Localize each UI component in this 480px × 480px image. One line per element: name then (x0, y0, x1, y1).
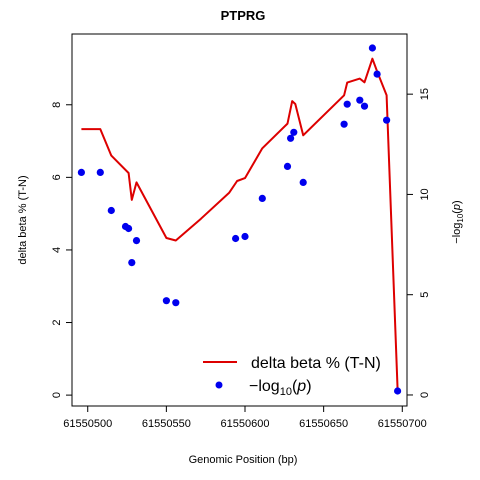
series-line-delta-beta (81, 57, 399, 390)
chart-title: PTPRG (221, 8, 266, 23)
data-point-log10p-2 (107, 206, 115, 215)
data-point-log10p-18 (356, 96, 364, 104)
data-point-log10p-15 (299, 178, 307, 186)
right-y-axis: 0 5 10 15 (407, 88, 431, 398)
right-y-tick-label: 5 (419, 292, 431, 298)
data-point-log10p-23 (394, 387, 402, 395)
data-point-log10p-5 (128, 259, 136, 267)
legend-entry-log10p: −log10(p) (249, 378, 312, 398)
data-point-log10p-13 (287, 134, 295, 142)
data-point-log10p-10 (241, 232, 249, 241)
data-point-log10p-21 (373, 70, 381, 78)
data-point-log10p-11 (258, 194, 266, 202)
x-tick-label: 61550650 (299, 418, 348, 430)
data-point-log10p-4 (125, 224, 133, 233)
data-point-log10p-22 (383, 116, 391, 124)
x-axis-label: Genomic Position (bp) (189, 454, 298, 466)
right-y-tick-label: 0 (419, 392, 431, 398)
data-point-log10p-19 (360, 102, 369, 110)
legend-point-swatch (215, 381, 223, 389)
x-tick-label: 61550550 (142, 418, 191, 430)
data-point-log10p-7 (162, 297, 170, 305)
legend: delta beta % (T-N) −log10(p) (203, 355, 381, 398)
data-point-log10p-16 (340, 120, 348, 128)
left-y-tick-label: 2 (51, 319, 63, 325)
plot-area-frame (71, 33, 408, 407)
data-point-log10p-12 (283, 162, 292, 170)
right-y-tick-label: 15 (419, 88, 431, 100)
x-tick-label: 61550600 (221, 418, 270, 430)
data-point-log10p-8 (172, 299, 180, 307)
data-point-log10p-6 (132, 237, 141, 245)
series-layer (77, 44, 402, 395)
data-point-log10p-1 (96, 168, 104, 176)
left-y-tick-label: 4 (51, 247, 63, 253)
data-point-log10p-0 (77, 168, 85, 176)
data-point-log10p-17 (343, 100, 351, 108)
data-point-log10p-20 (368, 44, 376, 52)
left-y-tick-label: 0 (51, 392, 63, 398)
left-y-tick-label: 6 (51, 174, 63, 180)
x-axis: 61550500 61550550 61550600 61550650 61550700 (63, 406, 427, 430)
x-tick-label: 61550700 (378, 418, 427, 430)
left-y-axis-label: delta beta % (T-N) (17, 175, 29, 264)
x-tick-label: 61550500 (63, 418, 112, 430)
data-point-log10p-9 (232, 234, 240, 243)
data-point-log10p-14 (290, 128, 298, 136)
left-y-axis: 0 2 4 6 8 (51, 102, 72, 398)
left-y-tick-label: 8 (51, 102, 63, 108)
right-y-axis-label: −log10(p) (451, 200, 465, 243)
right-y-tick-label: 10 (419, 188, 431, 200)
legend-entry-delta-beta: delta beta % (T-N) (251, 355, 381, 372)
